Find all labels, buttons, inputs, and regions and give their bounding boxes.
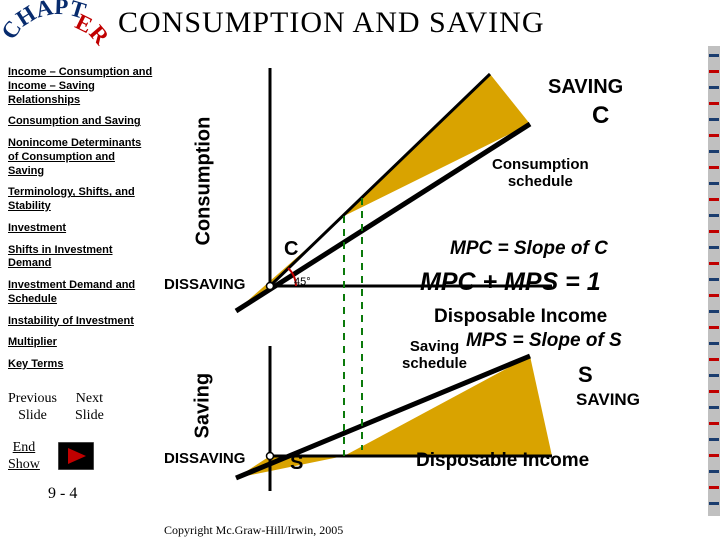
next-label2: Slide <box>75 407 104 425</box>
nav-link-6[interactable]: Investment Demand and Schedule <box>8 279 154 307</box>
bottom-saving-label: SAVING <box>576 390 640 410</box>
end-label2: Show <box>8 456 40 474</box>
nav-link-0[interactable]: Income – Consumption and Income – Saving… <box>8 66 154 107</box>
chapter-logo: CHAPT ER <box>0 0 118 66</box>
saving-schedule-label: Savingschedule <box>402 338 467 372</box>
prev-label1: Previous <box>8 390 57 408</box>
top-saving-label: SAVING <box>548 76 623 99</box>
top-y-axis-label: Consumption <box>193 106 216 246</box>
bottom-dissaving-label: DISSAVING <box>164 450 245 467</box>
bottom-s-line-label: S <box>578 362 593 388</box>
sidebar: Income – Consumption and Income – Saving… <box>0 46 160 540</box>
copyright-text: Copyright Mc.Graw-Hill/Irwin, 2005 <box>164 523 343 538</box>
s-origin-label: S <box>290 452 303 475</box>
next-slide-button[interactable]: Next Slide <box>75 390 104 425</box>
top-dissaving-label: DISSAVING <box>164 276 245 293</box>
top-c-label: C <box>592 102 609 130</box>
next-label1: Next <box>75 390 104 408</box>
c-line-origin-label: C <box>284 238 298 261</box>
nav-link-7[interactable]: Instability of Investment <box>8 315 154 329</box>
bottom-x-axis-label: Disposable Income <box>416 450 589 472</box>
play-icon[interactable] <box>58 442 94 470</box>
bottom-y-axis-label: Saving <box>192 369 215 439</box>
consumption-schedule-label: Consumptionschedule <box>492 156 589 190</box>
nav-link-5[interactable]: Shifts in Investment Demand <box>8 244 154 272</box>
svg-text:CHAPT: CHAPT <box>0 0 89 44</box>
nav-link-8[interactable]: Multiplier <box>8 336 154 350</box>
mpc-mps-identity: MPC + MPS = 1 <box>420 268 601 297</box>
diagram-area: Consumption Saving SAVING C Consumptions… <box>160 46 720 540</box>
page-title: CONSUMPTION AND SAVING <box>118 6 545 40</box>
top-x-axis-label: Disposable Income <box>434 306 607 328</box>
end-show-button[interactable]: End Show <box>8 439 40 474</box>
nav-link-9[interactable]: Key Terms <box>8 358 154 372</box>
end-label1: End <box>8 439 40 457</box>
nav-link-2[interactable]: Nonincome Determinants of Consumption an… <box>8 137 154 178</box>
mpc-slope-label: MPC = Slope of C <box>450 238 608 260</box>
prev-label2: Slide <box>8 407 57 425</box>
nav-link-1[interactable]: Consumption and Saving <box>8 115 154 129</box>
slide-number: 9 - 4 <box>8 484 154 504</box>
nav-link-3[interactable]: Terminology, Shifts, and Stability <box>8 186 154 214</box>
angle-45-label: 45° <box>294 276 311 288</box>
mps-slope-label: MPS = Slope of S <box>466 330 622 352</box>
previous-slide-button[interactable]: Previous Slide <box>8 390 57 425</box>
nav-link-4[interactable]: Investment <box>8 222 154 236</box>
